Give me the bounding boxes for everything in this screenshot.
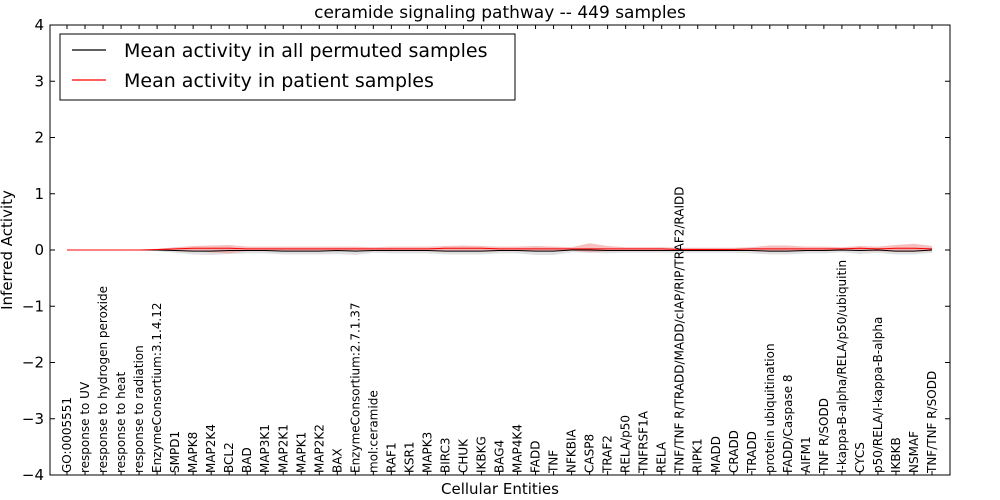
x-tick-label: p50/RELA/I-kappa-B-alpha: [871, 317, 885, 473]
x-tick-label: MAP3K1: [258, 424, 272, 473]
x-tick-label: TNFRSF1A: [637, 410, 651, 474]
x-tick-label: MAPK3: [420, 432, 434, 473]
x-tick-label: MADD: [709, 436, 723, 473]
x-tick-label: RELA: [655, 441, 669, 473]
chart-title: ceramide signaling pathway -- 449 sample…: [314, 3, 686, 23]
x-tick-label: FADD: [529, 441, 543, 474]
y-tick-label: 2: [34, 129, 44, 147]
y-tick-label: −1: [22, 297, 44, 315]
y-tick-label: 3: [34, 72, 44, 90]
x-tick-label: NFKBIA: [565, 428, 579, 473]
x-tick-label: MAP2K2: [312, 424, 326, 473]
legend: Mean activity in all permuted samples Mea…: [59, 33, 516, 101]
x-tick-label: IKBKG: [474, 436, 488, 473]
x-tick-label: TNF/TNF R/TRADD/MADD/cIAP/RIP/TRAF2/RAID…: [673, 187, 687, 475]
x-tick-label: KSR1: [402, 442, 416, 473]
x-tick-label: response to radiation: [132, 345, 146, 473]
x-tick-label: TRAF2: [601, 435, 615, 474]
y-tick-label: −3: [22, 410, 44, 428]
x-tick-label: EnzymeConsortium:3.1.4.12: [150, 302, 164, 473]
x-tick-label: MAP2K1: [276, 424, 290, 473]
x-tick-label: TNF/TNF R/SODD: [925, 371, 939, 474]
legend-label-2: Mean activity in patient samples: [124, 70, 434, 92]
x-tick-label: BAX: [330, 448, 344, 473]
x-tick-label: MAP4K4: [511, 424, 525, 473]
series-line-2: [67, 247, 933, 251]
y-tick-label: −4: [22, 466, 44, 484]
x-tick-label: response to heat: [114, 371, 128, 473]
x-tick-label: TNF R/SODD: [817, 398, 831, 474]
x-tick-label: TRADD: [745, 431, 759, 474]
x-tick-label: I-kappa-B-alpha/RELA/p50/ubiquitin: [835, 260, 849, 473]
y-axis-label: Inferred Activity: [0, 190, 16, 310]
x-tick-label: SMPD1: [168, 431, 182, 473]
x-tick-label: response to UV: [78, 381, 92, 473]
y-tick-label: 1: [34, 185, 44, 203]
x-tick-label: IKBKB: [889, 437, 903, 473]
x-tick-label: FADD/Caspase 8: [781, 374, 795, 473]
x-tick-label: MAPK8: [186, 432, 200, 473]
x-tick-label: RAF1: [384, 442, 398, 473]
x-tick-label: CHUK: [456, 438, 470, 473]
legend-label-1: Mean activity in all permuted samples: [124, 40, 487, 62]
y-tick-label: −2: [22, 354, 44, 372]
x-tick-label: CYCS: [853, 442, 867, 473]
x-tick-label: protein ubiquitination: [763, 343, 777, 473]
x-tick-label: GO:0005551: [60, 397, 74, 473]
x-axis-label: Cellular Entities: [441, 480, 559, 498]
x-tick-label: AIFM1: [799, 436, 813, 473]
x-tick-label: BAG4: [493, 440, 507, 473]
x-tick-label: response to hydrogen peroxide: [96, 286, 110, 473]
legend-box: [59, 33, 516, 101]
x-tick-label: BIRC3: [438, 437, 452, 473]
y-tick-label: 4: [34, 16, 44, 34]
x-tick-label: EnzymeConsortium:2.7.1.37: [348, 302, 362, 473]
x-tick-label: TNF: [547, 450, 561, 474]
plot-area: −4 −3 −2 −1 0 1 2 3 4 GO:0005551 response to UV res…: [22, 16, 951, 484]
x-tick-label: BCL2: [222, 442, 236, 473]
x-tick-label: MAPK1: [294, 432, 308, 473]
x-tick-label: NSMAF: [907, 431, 921, 473]
x-tick-label: CASP8: [583, 434, 597, 473]
x-tick-label: mol:ceramide: [366, 390, 380, 473]
x-tick-label: CRADD: [727, 430, 741, 473]
x-tick-label: MAP2K4: [204, 424, 218, 473]
x-tick-label: RIPK1: [691, 438, 705, 473]
y-tick-label: 0: [34, 241, 44, 259]
series-line-1: [67, 249, 933, 252]
x-tick-label: RELA/p50: [619, 415, 633, 473]
x-tick-label: BAD: [240, 447, 254, 473]
